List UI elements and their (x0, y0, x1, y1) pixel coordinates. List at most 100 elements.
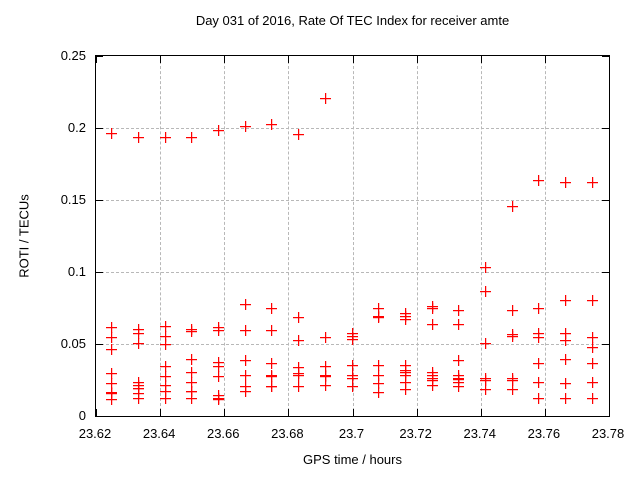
data-point-marker (159, 320, 171, 332)
data-point-marker (400, 359, 412, 371)
data-point-marker (132, 132, 144, 144)
data-point-marker (426, 319, 438, 331)
x-tick-label: 23.64 (142, 426, 176, 441)
y-tick-mark (602, 416, 609, 417)
data-point-marker (106, 378, 118, 390)
x-tick-mark (288, 56, 290, 63)
data-point-marker (560, 176, 572, 188)
data-point-marker (560, 335, 572, 347)
data-point-marker (373, 312, 385, 324)
data-point-marker (346, 333, 358, 345)
x-tick-mark (288, 409, 290, 416)
x-tick-label: 23.62 (78, 426, 112, 441)
x-tick-mark (609, 409, 610, 416)
x-tick-mark (544, 56, 546, 63)
data-point-marker (292, 312, 304, 324)
y-tick-mark (96, 200, 103, 201)
data-point-marker (426, 379, 438, 391)
data-point-marker (266, 371, 278, 383)
data-point-marker (560, 378, 572, 390)
data-point-marker (186, 376, 198, 388)
x-tick-mark (224, 409, 226, 416)
data-point-marker (533, 175, 545, 187)
data-point-marker (319, 332, 331, 344)
data-point-marker (586, 358, 598, 370)
data-point-marker (319, 361, 331, 373)
grid-line-vertical (544, 56, 546, 416)
grid-line-vertical (352, 56, 354, 416)
data-point-marker (560, 392, 572, 404)
data-point-marker (533, 392, 545, 404)
data-point-marker (132, 338, 144, 349)
y-tick-label: 0.1 (67, 264, 86, 279)
data-point-marker (453, 381, 465, 393)
data-point-marker (212, 361, 224, 373)
data-point-marker (106, 127, 118, 139)
data-point-marker (373, 369, 385, 381)
data-point-marker (453, 319, 465, 331)
grid-line-horizontal (96, 272, 609, 273)
data-point-marker (159, 385, 171, 397)
data-point-marker (506, 201, 518, 213)
data-point-marker (132, 392, 144, 404)
data-point-marker (159, 339, 171, 351)
data-point-marker (506, 375, 518, 387)
x-tick-label: 23.76 (527, 426, 561, 441)
data-point-marker (480, 384, 492, 396)
x-tick-mark (160, 56, 162, 63)
chart-title: Day 031 of 2016, Rate Of TEC Index for r… (195, 13, 510, 28)
data-point-marker (586, 176, 598, 188)
y-tick-label: 0 (78, 408, 86, 423)
grid-line-vertical (224, 56, 226, 416)
data-point-marker (239, 385, 251, 397)
x-tick-label: 23.66 (206, 426, 240, 441)
data-point-marker (239, 355, 251, 367)
data-point-marker (292, 335, 304, 347)
data-point-marker (266, 119, 278, 131)
x-tick-mark (352, 409, 354, 416)
y-tick-mark (96, 344, 103, 345)
data-point-marker (533, 332, 545, 344)
data-point-marker (533, 376, 545, 388)
grid-line-horizontal (96, 200, 609, 201)
y-tick-mark (96, 272, 103, 273)
data-point-marker (426, 303, 438, 315)
data-point-marker (106, 322, 118, 334)
data-point-marker (373, 303, 385, 315)
data-point-marker (186, 366, 198, 378)
data-point-marker (319, 371, 331, 383)
data-point-marker (373, 386, 385, 398)
data-point-marker (106, 394, 118, 406)
y-tick-mark (602, 56, 609, 57)
data-point-marker (346, 359, 358, 371)
x-tick-label: 23.7 (338, 426, 365, 441)
data-point-marker (506, 330, 518, 342)
data-point-marker (106, 343, 118, 355)
x-tick-mark (160, 409, 162, 416)
plot-area (95, 55, 610, 417)
data-point-marker (266, 303, 278, 315)
x-tick-mark (416, 56, 418, 63)
y-tick-mark (96, 416, 103, 417)
data-point-marker (506, 384, 518, 396)
y-tick-label: 0.25 (60, 48, 86, 63)
data-point-marker (292, 129, 304, 141)
data-point-marker (373, 378, 385, 390)
data-point-marker (239, 369, 251, 381)
data-point-marker (159, 361, 171, 373)
data-point-marker (586, 294, 598, 306)
data-point-marker (159, 392, 171, 404)
data-point-marker (480, 286, 492, 298)
data-point-marker (186, 326, 198, 338)
y-tick-label: 0.05 (60, 336, 86, 351)
data-point-marker (159, 371, 171, 383)
data-point-marker (480, 338, 492, 349)
grid-line-vertical (288, 56, 290, 416)
x-tick-mark (480, 409, 482, 416)
data-point-marker (560, 353, 572, 365)
grid-line-horizontal (96, 128, 609, 129)
data-point-marker (506, 304, 518, 316)
data-point-marker (346, 372, 358, 384)
data-point-marker (186, 392, 198, 404)
x-tick-mark (96, 56, 97, 63)
